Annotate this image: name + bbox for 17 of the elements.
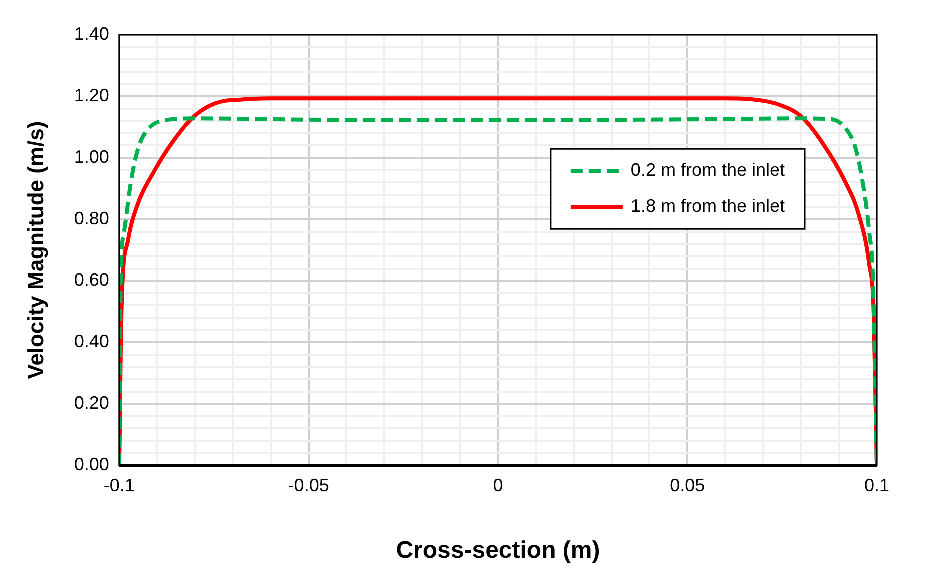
- y-axis-title: Velocity Magnitude (m/s): [23, 121, 48, 380]
- x-axis-title: Cross-section (m): [396, 537, 600, 564]
- y-tick-label: 1.40: [74, 24, 110, 44]
- y-tick-label: 0.40: [74, 332, 110, 352]
- x-tick-label: -0.1: [104, 475, 135, 496]
- y-tick-label: 1.20: [74, 85, 110, 106]
- y-tick-label: 0.80: [74, 208, 110, 229]
- x-tick-label: 0.05: [670, 475, 706, 496]
- legend-label: 0.2 m from the inlet: [630, 160, 786, 180]
- x-tick-label: 0: [493, 475, 504, 496]
- y-tick-label: 0.00: [74, 454, 110, 475]
- y-tick-label: 1.00: [74, 146, 110, 167]
- y-tick-label: 0.20: [74, 393, 110, 414]
- legend-label: 1.8 m from the inlet: [630, 196, 786, 216]
- x-tick-label: 0.1: [864, 475, 890, 496]
- x-tick-label: -0.05: [288, 475, 330, 496]
- y-tick-label: 0.60: [74, 270, 110, 290]
